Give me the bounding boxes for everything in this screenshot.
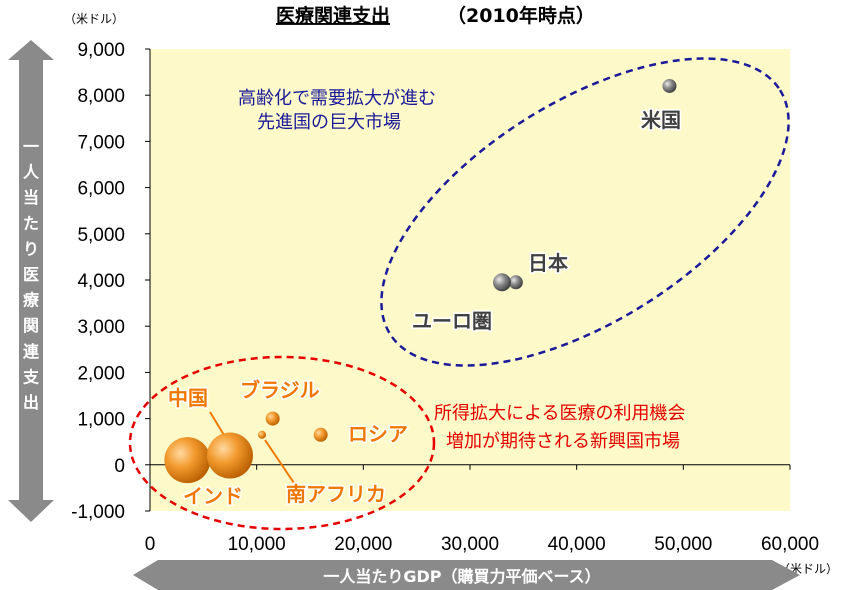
developed-annotation-line1: 高齢化で需要拡大が進む [238,88,436,109]
y-axis-title-char: 出 [23,393,39,412]
x-axis-arrow [133,560,800,590]
y-tick-label: 0 [114,456,125,477]
y-tick-label: 8,000 [77,86,125,107]
plot-area [150,49,790,511]
y-tick-label: 7,000 [77,132,125,153]
label-south-africa: 南アフリカ [286,482,386,506]
label-china: 中国 [168,386,208,410]
label-us: 米国 [641,108,681,132]
data-points [164,78,677,484]
x-tick-label: 20,000 [334,534,392,555]
x-tick-label: 60,000 [761,534,819,555]
y-tick-label: 3,000 [77,317,125,338]
data-point [313,427,328,442]
y-axis-title-char: 連 [23,342,40,361]
label-brazil: ブラジル [240,378,320,402]
y-axis-title-char: 当 [23,188,39,207]
y-axis-title-char: 関 [23,316,39,335]
y-tick-label: 6,000 [77,179,125,200]
y-axis-arrow [8,40,54,522]
x-tick-label: 10,000 [228,534,286,555]
x-axis-title: 一人当たりGDP（購買力平価ベース） [323,567,600,586]
label-india: インド [183,484,243,508]
y-tick-label: 4,000 [77,271,125,292]
y-unit-label: （米ドル） [64,12,124,26]
y-tick-label: 5,000 [77,225,125,246]
y-axis-title-char: り [23,239,39,258]
y-axis-title-char: 医 [23,265,39,284]
chart-title-suffix: （2010年時点） [447,4,595,27]
chart-title: 医療関連支出 [276,4,390,27]
x-tick-label: 50,000 [654,534,712,555]
emerging-annotation-line2: 増加が期待される新興国市場 [446,431,680,452]
label-japan: 日本 [528,251,568,275]
data-point [265,411,280,426]
y-tick-label: 2,000 [77,363,125,384]
y-tick-label: 1,000 [77,410,125,431]
axes: 9,000 8,000 7,000 6,000 5,000 4,000 3,000 2,000… [71,40,819,555]
label-eurozone: ユーロ圏 [412,309,492,333]
data-point [508,275,523,290]
data-point [493,273,511,292]
x-tick-label: 40,000 [548,534,606,555]
data-point [662,78,677,93]
y-axis-title-char: 支 [22,367,40,386]
data-point [207,432,253,479]
y-axis-title-char: た [23,214,39,233]
south-africa-connector [264,439,295,484]
y-axis-title-char: 療 [23,291,40,310]
data-point [258,430,266,439]
y-axis-title-char: 人 [23,163,40,182]
x-tick-label: 0 [145,534,156,555]
emerging-annotation-line1: 所得拡大による医療の利用機会 [434,403,685,424]
y-tick-label: 9,000 [77,40,125,61]
developed-market-ellipse [380,57,790,367]
label-russia: ロシア [348,422,408,446]
y-axis-title-char: 一 [23,137,39,156]
developed-annotation-line2: 先進国の巨大市場 [257,112,401,133]
data-point [164,437,211,484]
y-tick-label: -1,000 [71,502,125,523]
x-tick-label: 30,000 [441,534,499,555]
emerging-market-ellipse [128,355,436,531]
